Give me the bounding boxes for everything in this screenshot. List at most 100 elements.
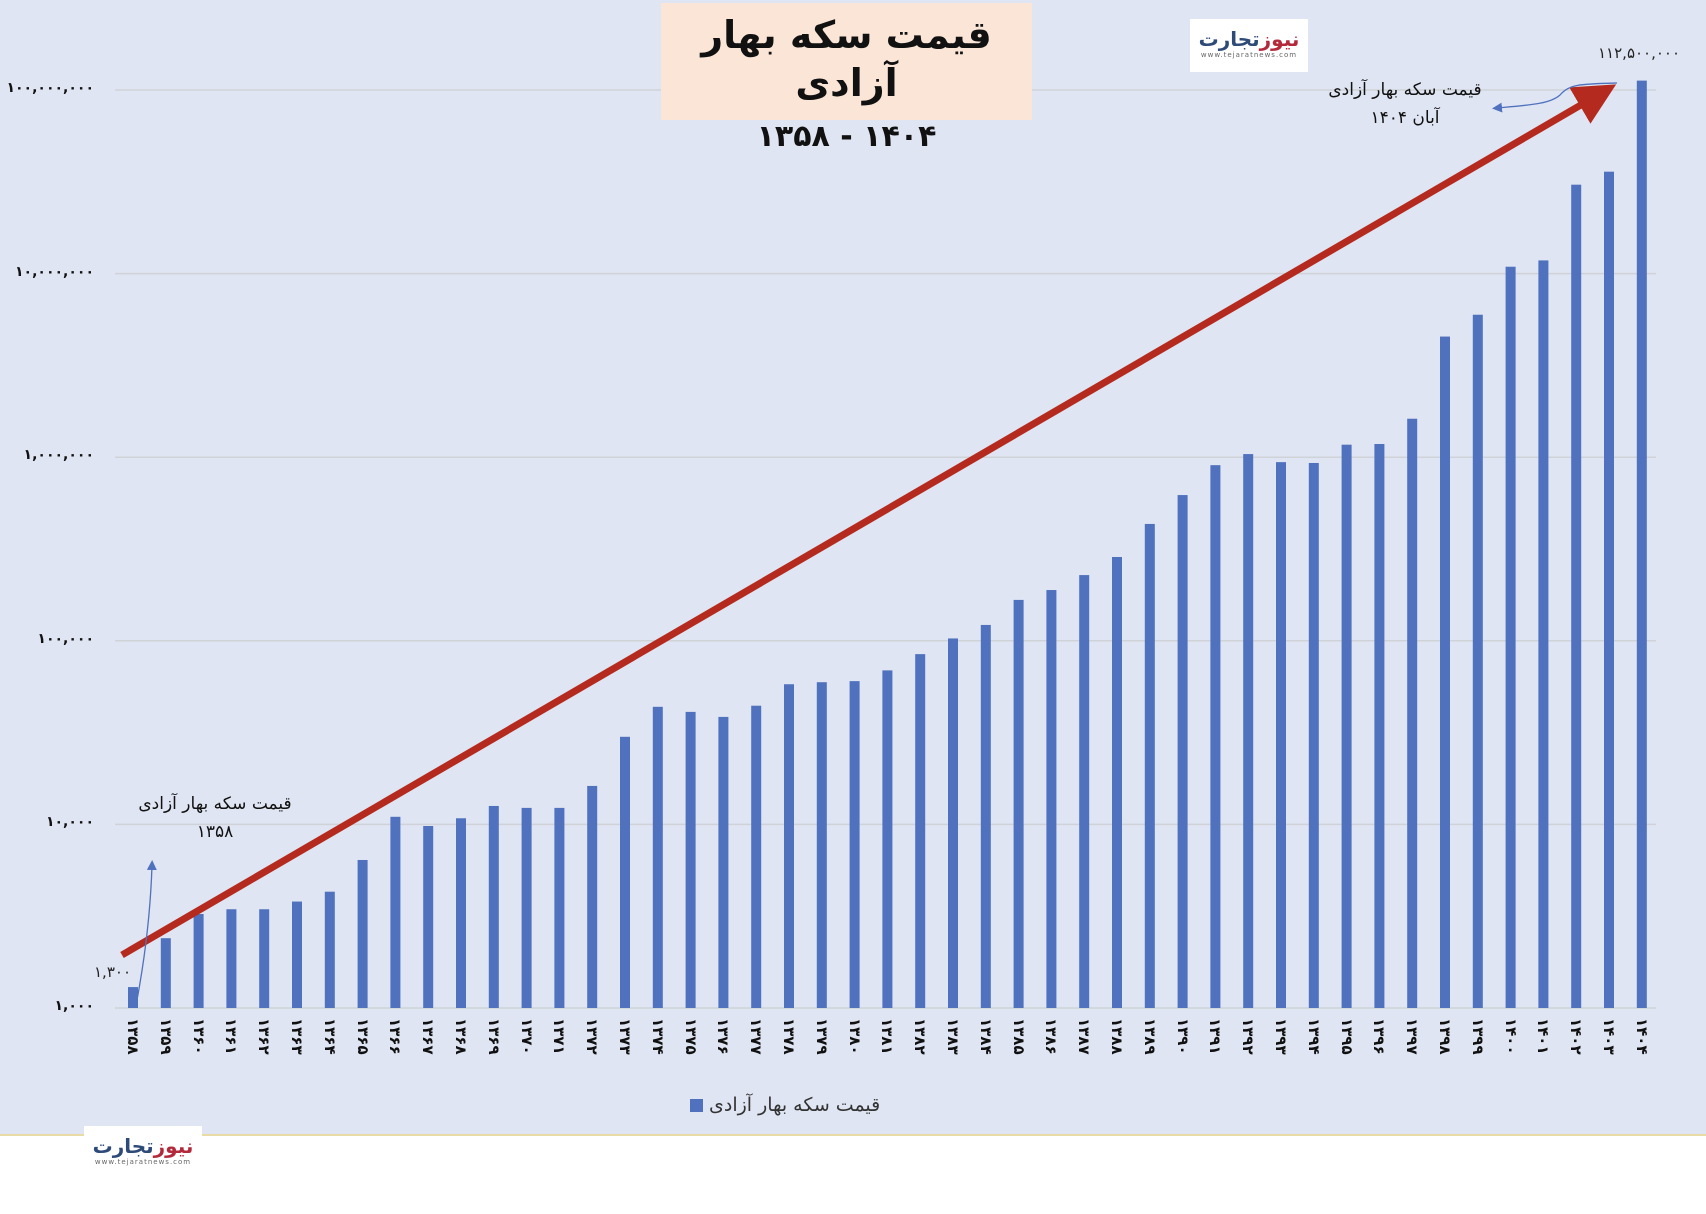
annotation-end-line1: قیمت سکه بهار آزادی [1328, 80, 1482, 100]
title-box: قیمت سکه بهار آزادی ۱۴۰۴ - ۱۳۵۸ [661, 3, 1032, 154]
bar [620, 736, 630, 1008]
bar [226, 909, 237, 1008]
x-tick-label: ۱۳۶۵ [353, 1018, 372, 1055]
annotation-end: قیمت سکه بهار آزادی آبان ۱۴۰۴ [1305, 76, 1505, 132]
x-tick-label: ۱۳۹۷ [1403, 1018, 1422, 1055]
x-tick-label: ۱۳۶۳ [288, 1018, 306, 1055]
x-tick-label: ۱۳۷۰ [517, 1018, 536, 1055]
bar [1210, 465, 1221, 1009]
bar [1374, 444, 1385, 1009]
bar [357, 859, 368, 1008]
annotation-start-line2: ۱۳۵۸ [196, 822, 234, 842]
x-tick-label: ۱۳۸۲ [911, 1018, 930, 1055]
bar [1571, 184, 1582, 1008]
x-tick-label: ۱۳۸۶ [1042, 1018, 1061, 1055]
x-tick-label: ۱۳۶۷ [419, 1018, 438, 1055]
bar [948, 638, 958, 1008]
x-tick-label: ۱۳۷۱ [550, 1018, 569, 1055]
bar [128, 987, 138, 1008]
bar [1079, 575, 1090, 1008]
x-tick-label: ۱۳۸۸ [1108, 1018, 1126, 1055]
bar [1276, 462, 1286, 1008]
bar [915, 654, 926, 1008]
x-tick-label: ۱۳۶۶ [386, 1018, 405, 1055]
bar [849, 681, 860, 1008]
x-tick-label: ۱۳۶۲ [255, 1018, 274, 1055]
logo-brand-tejarat: تجارت [92, 1134, 154, 1158]
legend: قیمت سکه بهار آزادی [690, 1094, 880, 1116]
bar [1407, 418, 1418, 1008]
x-tick-label: ۱۳۷۸ [780, 1018, 798, 1055]
bar [193, 914, 204, 1008]
x-tick-label: ۱۳۶۰ [189, 1018, 208, 1055]
bar [816, 682, 827, 1008]
x-tick-label: ۱۳۹۱ [1206, 1018, 1225, 1055]
bar [160, 938, 171, 1008]
x-tick-label: ۱۳۸۷ [1075, 1018, 1094, 1055]
logo-bottom: نیوزتجارت www.tejaratnews.com [84, 1126, 202, 1176]
bar [1472, 314, 1483, 1009]
annotation-start-line1: قیمت سکه بهار آزادی [138, 794, 292, 814]
y-tick-label: ۱,۰۰۰ [54, 998, 94, 1014]
bar [751, 705, 762, 1008]
bar [1013, 599, 1024, 1008]
bar [784, 684, 794, 1008]
bar [292, 901, 302, 1008]
legend-label: قیمت سکه بهار آزادی [709, 1094, 881, 1116]
bar [554, 807, 565, 1008]
bar-plot [115, 80, 1656, 1009]
bar [685, 711, 696, 1008]
x-tick-label: ۱۳۹۸ [1436, 1018, 1454, 1055]
y-tick-label: ۱۰۰,۰۰۰ [37, 630, 94, 647]
chart-area: قیمت سکه بهار آزادی ۱۴۰۴ - ۱۳۵۸ نیوزتجار… [0, 0, 1706, 1136]
x-tick-label: ۱۳۷۷ [747, 1018, 766, 1055]
bar [1046, 590, 1057, 1008]
x-tick-label: ۱۳۹۶ [1370, 1018, 1389, 1055]
x-tick-label: ۱۳۹۹ [1468, 1018, 1487, 1055]
x-tick-label: ۱۳۷۵ [681, 1018, 700, 1055]
trend-arrow [120, 84, 1617, 959]
x-tick-label: ۱۳۷۶ [714, 1018, 733, 1055]
value-label-start: ۱,۳۰۰ [94, 963, 131, 981]
x-tick-label: ۱۳۹۰ [1173, 1018, 1192, 1055]
logo-url: www.tejaratnews.com [1200, 51, 1298, 59]
x-tick-label: ۱۳۷۳ [616, 1018, 634, 1055]
bar [1505, 266, 1516, 1008]
bar [1636, 80, 1647, 1008]
bar [456, 818, 466, 1008]
x-tick-label: ۱۳۸۰ [845, 1018, 864, 1055]
x-tick-label: ۱۴۰۰ [1501, 1018, 1520, 1055]
x-tick-label: ۱۳۸۳ [944, 1018, 962, 1055]
bar [718, 716, 729, 1008]
bar [1243, 454, 1254, 1008]
annotation-start: قیمت سکه بهار آزادی ۱۳۵۸ [120, 790, 310, 846]
x-tick-label: ۱۳۹۵ [1337, 1018, 1356, 1055]
x-tick-label: ۱۳۸۴ [976, 1018, 995, 1055]
x-tick-label: ۱۳۹۴ [1304, 1018, 1323, 1055]
bar [1308, 462, 1319, 1008]
legend-swatch-icon [690, 1098, 703, 1112]
x-tick-label: ۱۳۸۵ [1009, 1018, 1028, 1055]
logo-brand-news: نیوز [153, 1134, 194, 1158]
x-tick-label: ۱۳۷۲ [583, 1018, 602, 1055]
bar [980, 624, 991, 1008]
x-tick-label: ۱۳۸۱ [878, 1018, 897, 1055]
x-tick-label: ۱۳۹۳ [1272, 1018, 1290, 1055]
bar [882, 670, 893, 1008]
value-label-end: ۱۱۲,۵۰۰,۰۰۰ [1598, 44, 1681, 62]
y-tick-label: ۱,۰۰۰,۰۰۰ [23, 447, 94, 464]
bar [423, 826, 434, 1008]
annotation-arrow-start [136, 860, 157, 1001]
logo-top: نیوزتجارت www.tejaratnews.com [1190, 19, 1308, 72]
x-tick-label: ۱۳۶۴ [320, 1018, 339, 1055]
x-tick-label: ۱۳۷۹ [812, 1018, 831, 1055]
annotation-end-line2: آبان ۱۴۰۴ [1370, 108, 1440, 128]
bar [390, 816, 401, 1008]
bar [324, 891, 335, 1008]
bar [259, 909, 270, 1008]
chart-subtitle: ۱۴۰۴ - ۱۳۵۸ [756, 119, 937, 154]
y-tick-label: ۱۰۰,۰۰۰,۰۰۰ [6, 80, 94, 96]
bar [1177, 495, 1188, 1009]
y-tick-label: ۱۰,۰۰۰ [45, 814, 94, 831]
bar [1538, 260, 1549, 1008]
